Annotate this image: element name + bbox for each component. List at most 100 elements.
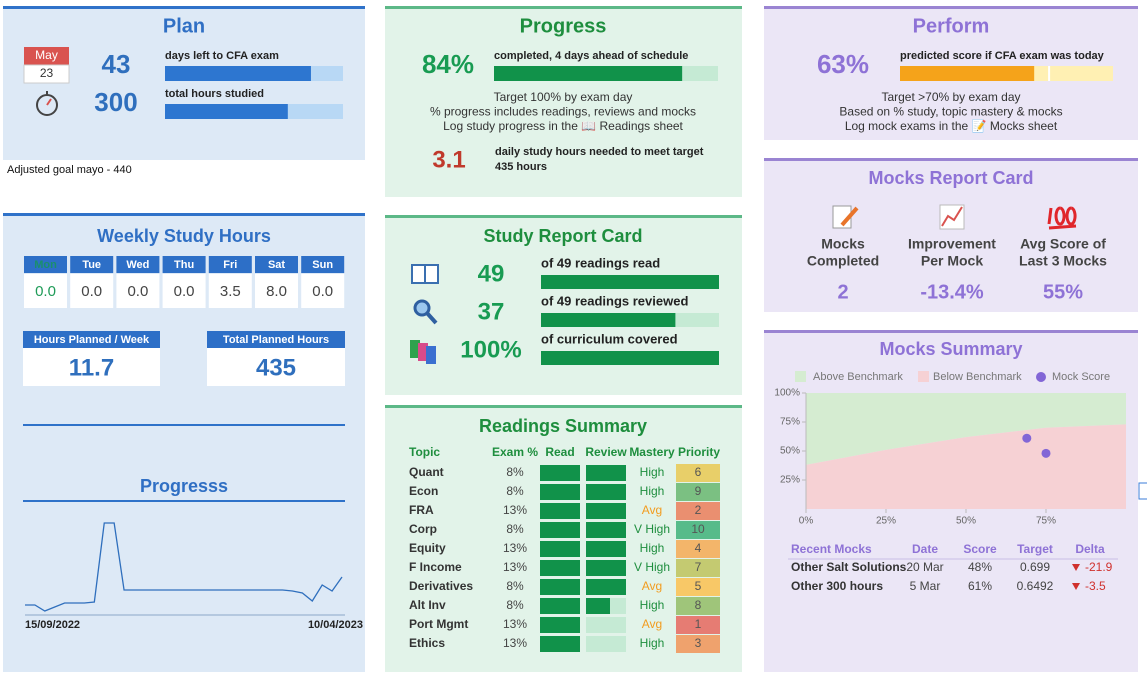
y-tick-label: 100% [774,388,800,399]
day-cell [116,274,160,308]
panel-border [764,6,1138,9]
study-title: Study Report Card [483,226,642,246]
icon-hundred [1047,206,1077,230]
day-header [301,256,345,273]
panel-border [385,215,742,218]
priority: 8 [695,598,702,612]
above-area [806,393,1126,465]
x-tick-label: 75% [1036,516,1056,527]
table-cell: 5 Mar [910,579,941,593]
priority: 3 [695,636,702,650]
mastery: High [640,636,665,650]
panel-border [3,213,365,216]
table-header: Date [912,542,938,556]
study-value: 49 [478,260,505,287]
below-area [806,424,1126,509]
review-bar-track [586,617,626,633]
mock-stat-value: -13.4% [920,281,984,303]
day-name: Fri [223,259,237,271]
box-header [23,331,160,348]
planned-value: 11.7 [69,354,114,381]
progress-note: Target 100% by exam day [494,90,633,104]
icon-pencil [840,206,859,227]
review-bar [586,560,626,576]
panel-border [764,158,1138,161]
review-bar [586,484,626,500]
delta-arrow [1072,583,1080,590]
planned-label: Hours Planned / Week [34,334,150,346]
box-cell [23,348,160,386]
stopwatch-hand [46,98,52,106]
day-header [116,256,160,273]
y-tick-label: 25% [780,475,800,486]
column-header: Mastery [629,445,675,459]
column-header: Read [545,445,574,459]
perform-note: Target >70% by exam day [881,90,1020,104]
perform-note: Log mock exams in the 📝 Mocks sheet [845,119,1058,133]
column-header: Topic [409,445,440,459]
topic: Corp [409,522,437,536]
panel [764,158,1138,312]
legend-swatch [1036,372,1046,382]
day-header [24,256,67,273]
read-bar [540,598,580,614]
progress-chart-title: Progresss [140,476,228,496]
table-cell: Other Salt Solutions [791,560,907,574]
read-bar [540,541,580,557]
calendar-bottom [23,64,70,84]
day-cell [255,274,298,308]
daily-hours: 3.1 [432,146,465,173]
day-hours: 3.5 [220,283,241,300]
perform-label: predicted score if CFA exam was today [900,50,1105,62]
panel-border [3,6,365,9]
days-left: 43 [102,49,131,79]
day-hours: 0.0 [127,283,148,300]
review-bar [586,541,626,557]
study-label: of curriculum covered [541,331,678,346]
priority-cell [676,502,720,520]
exam-weight: 13% [503,560,527,574]
priority-cell [676,635,720,653]
legend-label: Above Benchmark [813,371,903,383]
exam-weight: 8% [506,465,524,479]
priority-cell [676,483,720,501]
days-bar [165,66,311,81]
mastery: High [640,465,665,479]
table-cell: 20 Mar [906,560,943,574]
mock-stat-value: 2 [837,281,848,303]
daily-label: 435 hours [495,161,547,173]
priority-cell [676,578,720,596]
mastery: Avg [642,617,662,631]
priority-cell [676,616,720,634]
priority: 2 [695,503,702,517]
day-hours: 0.0 [312,283,333,300]
mock-stat-label: Completed [807,253,879,269]
icon-magnifier [413,299,431,317]
icon-books [426,346,436,364]
x-tick-label: 0% [799,516,814,527]
total-label: Total Planned Hours [223,334,329,346]
priority: 9 [695,484,702,498]
priority-cell [676,540,720,558]
table-header: Recent Mocks [791,542,872,556]
priority: 7 [695,560,702,574]
read-bar [540,522,580,538]
study-bar [541,275,719,289]
legend-swatch [918,371,929,382]
table-header: Target [1017,542,1053,556]
mock-point [1022,433,1032,443]
day-cell [301,274,345,308]
calendar-day: 23 [40,66,54,80]
exam-weight: 8% [506,579,524,593]
mocks-card-title: Mocks Report Card [868,168,1033,188]
hours-label: total hours studied [165,88,264,100]
priority: 1 [695,617,702,631]
priority-cell [676,559,720,577]
review-bar [586,522,626,538]
day-hours: 0.0 [174,283,195,300]
mocks-summary-title: Mocks Summary [879,339,1022,359]
mock-stat-label: Mocks [821,236,865,252]
table-header: Delta [1075,542,1105,556]
